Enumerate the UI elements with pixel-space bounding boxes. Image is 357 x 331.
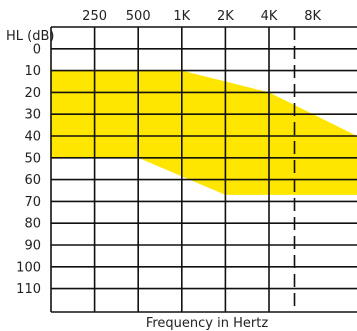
y-tick-label: 50 xyxy=(24,151,41,166)
x-tick-label: 4K xyxy=(261,9,278,24)
y-tick-label: 80 xyxy=(24,217,41,232)
x-tick-label: 250 xyxy=(82,9,107,24)
x-tick-label: 2K xyxy=(217,9,234,24)
y-tick-label: 90 xyxy=(24,239,41,254)
y-tick-label: 0 xyxy=(33,42,41,57)
y-axis-label: HL (dB) xyxy=(6,29,54,44)
y-tick-label: 70 xyxy=(24,195,41,210)
y-tick-label: 30 xyxy=(24,108,41,123)
y-tick-label: 100 xyxy=(16,260,41,275)
x-tick-label: 8K xyxy=(304,9,321,24)
y-tick-label: 110 xyxy=(16,282,41,297)
x-axis-label: Frequency in Hertz xyxy=(146,316,268,331)
x-tick-label: 500 xyxy=(126,9,151,24)
y-tick-label: 20 xyxy=(24,86,41,101)
x-tick-label: 1K xyxy=(173,9,190,24)
y-tick-label: 40 xyxy=(24,130,41,145)
y-tick-label: 60 xyxy=(24,173,41,188)
y-tick-label: 10 xyxy=(24,64,41,79)
hearing-range-area-0 xyxy=(51,70,357,195)
